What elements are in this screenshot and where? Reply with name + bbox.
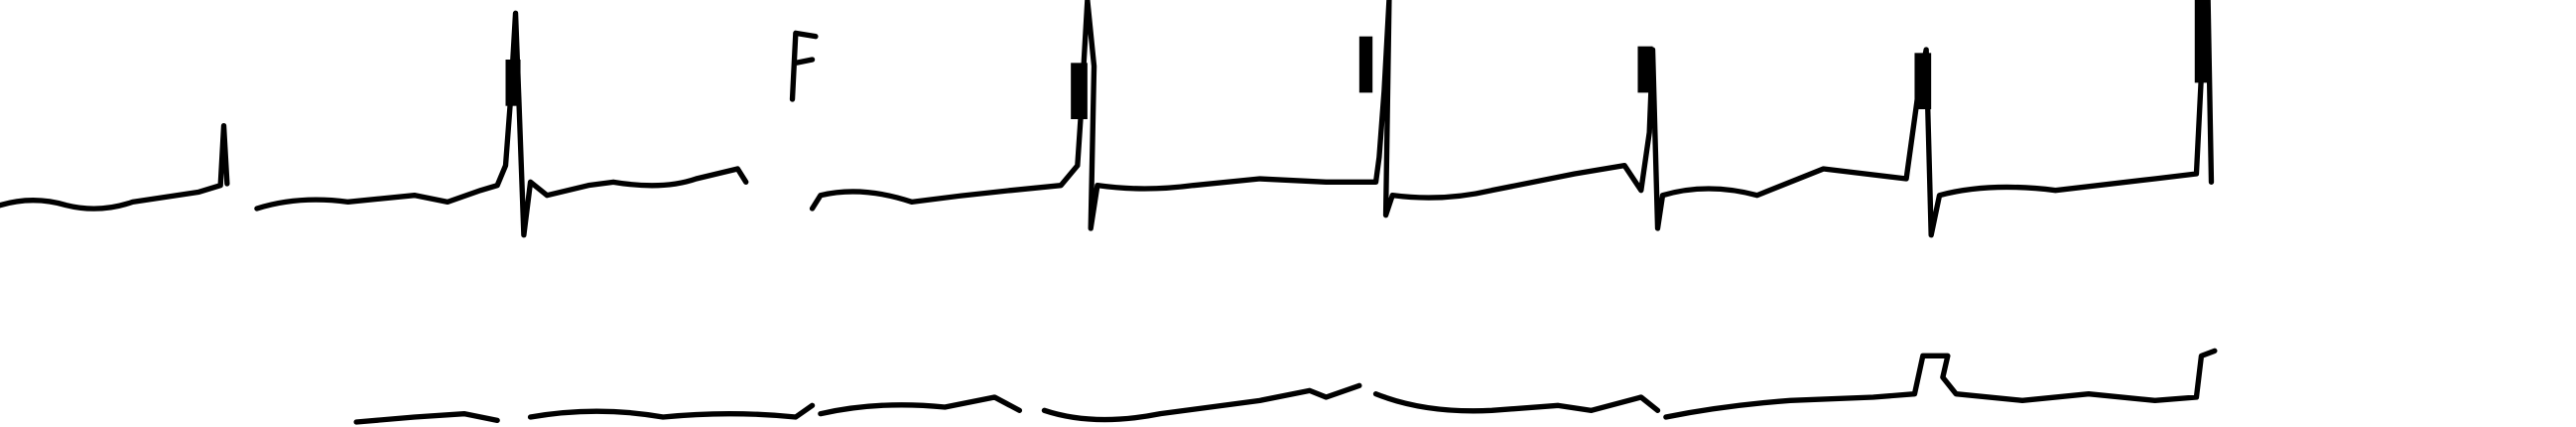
- ecg-trace-bottom: [353, 348, 2218, 425]
- ecg-spike-mark: [1914, 53, 1932, 109]
- ecg-spike-mark: [505, 60, 521, 106]
- ecg-spike-mark: [2194, 0, 2210, 83]
- ecg-spike-mark: [1358, 36, 1373, 93]
- ecg-trace-top-3: [809, 0, 2215, 238]
- ecg-f-mark: [789, 30, 819, 102]
- ecg-trace-top-1: [0, 123, 230, 212]
- ecg-spike-mark: [1071, 63, 1088, 119]
- ecg-trace-top-2: [254, 10, 749, 238]
- ecg-spike-mark: [1637, 46, 1653, 93]
